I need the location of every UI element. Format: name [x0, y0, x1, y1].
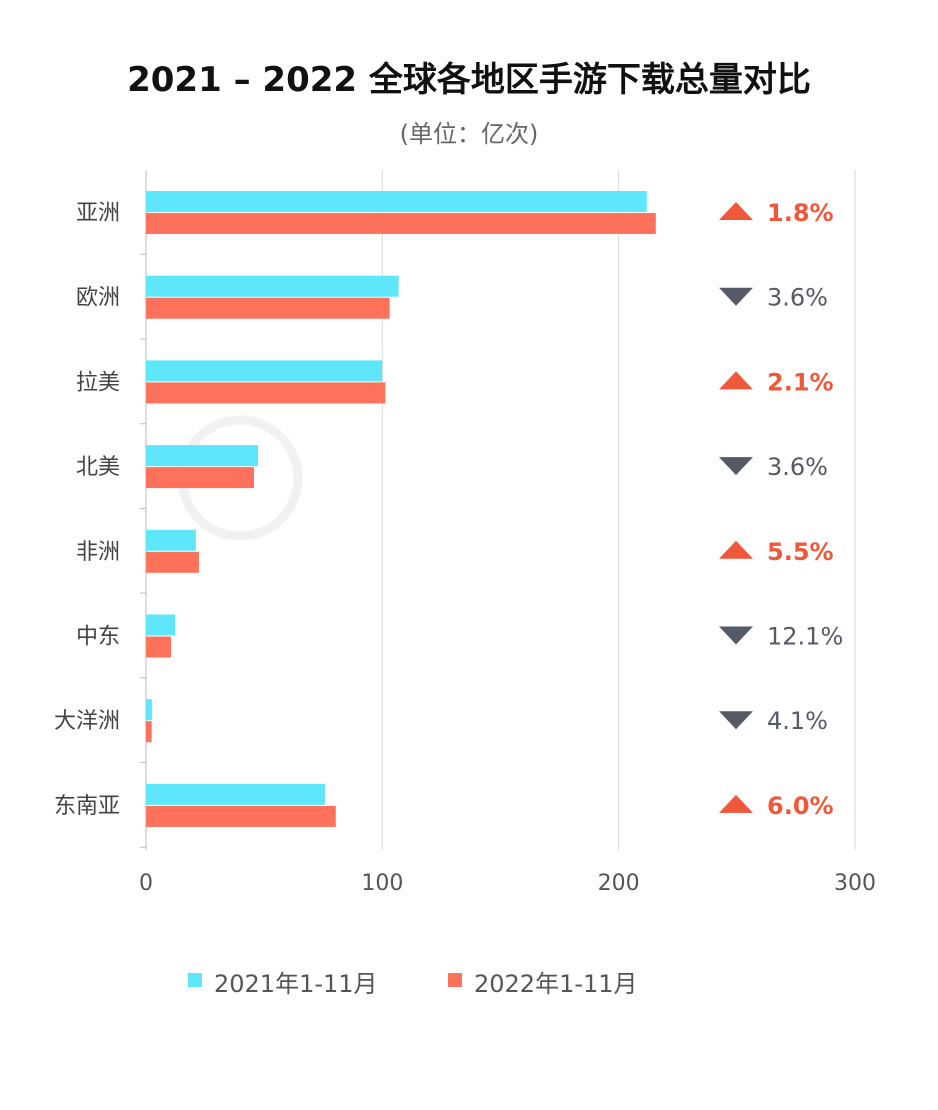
- bar-2021: [146, 699, 152, 721]
- bar-2022: [146, 636, 172, 658]
- category-label: 非洲: [76, 540, 120, 565]
- x-tick-label: 200: [598, 871, 640, 896]
- category-label: 拉美: [76, 370, 120, 395]
- category-label: 北美: [76, 455, 120, 480]
- bar-2021: [146, 783, 325, 805]
- triangle-down-icon: [719, 287, 753, 306]
- category-label: 中东: [76, 625, 120, 650]
- legend-swatch: [188, 973, 202, 987]
- bar-2021: [146, 445, 259, 467]
- bar-2021: [146, 191, 647, 212]
- triangle-up-icon: [719, 540, 753, 559]
- change-label: 3.6%: [767, 284, 828, 312]
- bar-2022: [146, 213, 656, 234]
- chart-title: 2021 – 2022 全球各地区手游下载总量对比: [127, 60, 811, 100]
- bar-2021: [146, 275, 399, 297]
- bar-2022: [146, 721, 152, 743]
- triangle-up-icon: [719, 794, 753, 813]
- change-label: 5.5%: [767, 538, 834, 566]
- change-label: 3.6%: [767, 453, 828, 481]
- legend-label: 2022年1-11月: [474, 970, 638, 998]
- legend-swatch: [448, 973, 462, 987]
- category-label: 亚洲: [76, 201, 120, 226]
- change-label: 1.8%: [767, 199, 834, 227]
- bar-2022: [146, 805, 336, 827]
- category-label: 欧洲: [76, 286, 120, 311]
- bar-2021: [146, 360, 383, 382]
- legend-label: 2021年1-11月: [214, 970, 378, 998]
- change-label: 2.1%: [767, 368, 834, 396]
- category-label: 东南亚: [54, 794, 120, 819]
- bar-2021: [146, 614, 176, 636]
- bar-2022: [146, 297, 390, 319]
- category-label: 大洋洲: [54, 709, 120, 734]
- triangle-down-icon: [719, 711, 753, 730]
- x-tick-label: 0: [139, 871, 153, 896]
- bar-2022: [146, 467, 255, 489]
- chart-subtitle: (单位：亿次): [399, 120, 539, 148]
- bar-2021: [146, 529, 196, 551]
- triangle-up-icon: [719, 371, 753, 390]
- x-tick-label: 100: [361, 871, 403, 896]
- change-label: 4.1%: [767, 707, 828, 735]
- triangle-down-icon: [719, 626, 753, 645]
- change-label: 12.1%: [767, 623, 843, 651]
- x-tick-label: 300: [834, 871, 876, 896]
- triangle-up-icon: [719, 202, 753, 220]
- triangle-down-icon: [719, 457, 753, 476]
- bar-2022: [146, 382, 386, 404]
- change-label: 6.0%: [767, 792, 834, 820]
- bar-2022: [146, 551, 199, 573]
